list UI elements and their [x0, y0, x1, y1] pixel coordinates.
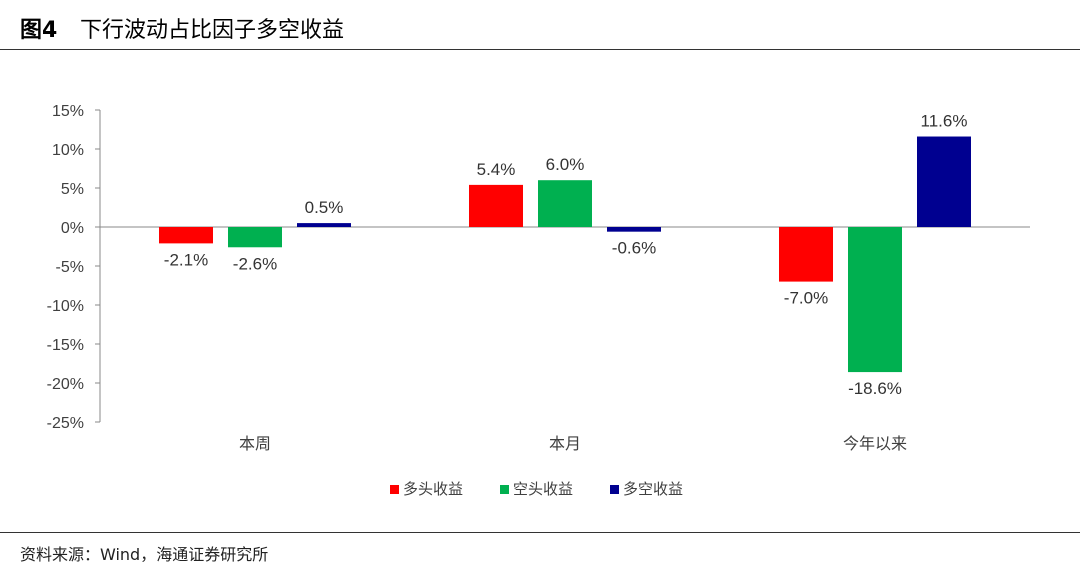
- data-label: -7.0%: [784, 289, 828, 308]
- y-tick-label: -25%: [47, 415, 84, 432]
- y-tick-label: -10%: [47, 298, 84, 315]
- bar: [469, 184, 523, 227]
- y-tick-label: -20%: [47, 376, 84, 393]
- y-tick-label: 5%: [61, 181, 84, 198]
- y-tick-label: 15%: [52, 103, 84, 120]
- bar: [848, 227, 902, 373]
- legend-swatch: [500, 485, 509, 494]
- figure-title: 下行波动占比因子多空收益: [80, 18, 345, 43]
- data-label: 0.5%: [305, 198, 344, 217]
- legend-label: 多空收益: [623, 480, 683, 498]
- chart-svg: 15% 10% 5% 0% -5% -10% -15% -20% -25% -2.1% -2.6% 0…: [47, 103, 1030, 498]
- data-label: -0.6%: [612, 239, 656, 258]
- bar: [917, 136, 971, 227]
- figure-header: 图4 下行波动占比因子多空收益: [0, 0, 1080, 50]
- legend-label: 空头收益: [513, 480, 573, 498]
- data-label: -2.1%: [164, 250, 208, 269]
- y-tick-label: -15%: [47, 337, 84, 354]
- bar: [779, 227, 833, 282]
- y-tick-label: -5%: [56, 259, 84, 276]
- data-label: -2.6%: [233, 254, 277, 273]
- data-label: 5.4%: [477, 160, 516, 179]
- bar: [297, 223, 351, 227]
- y-tick-label: 0%: [61, 220, 84, 237]
- bar: [228, 227, 282, 248]
- bar: [159, 227, 213, 244]
- legend-label: 多头收益: [403, 480, 463, 498]
- data-label: 11.6%: [921, 112, 968, 131]
- bar: [607, 227, 661, 232]
- x-category-label: 本月: [549, 434, 581, 453]
- data-label: -18.6%: [848, 379, 902, 398]
- legend-swatch: [610, 485, 619, 494]
- bar-chart: 15% 10% 5% 0% -5% -10% -15% -20% -25% -2.1% -2.6% 0…: [0, 50, 1080, 532]
- x-category-label: 今年以来: [843, 434, 907, 453]
- data-label: 6.0%: [546, 155, 585, 174]
- source-note: 资料来源：Wind，海通证券研究所: [20, 545, 269, 564]
- legend-swatch: [390, 485, 399, 494]
- y-tick-label: 10%: [52, 142, 84, 159]
- x-category-label: 本周: [239, 434, 271, 453]
- figure-number: 图4: [20, 18, 58, 43]
- bar: [538, 180, 592, 227]
- figure-footer: 资料来源：Wind，海通证券研究所: [0, 532, 1080, 568]
